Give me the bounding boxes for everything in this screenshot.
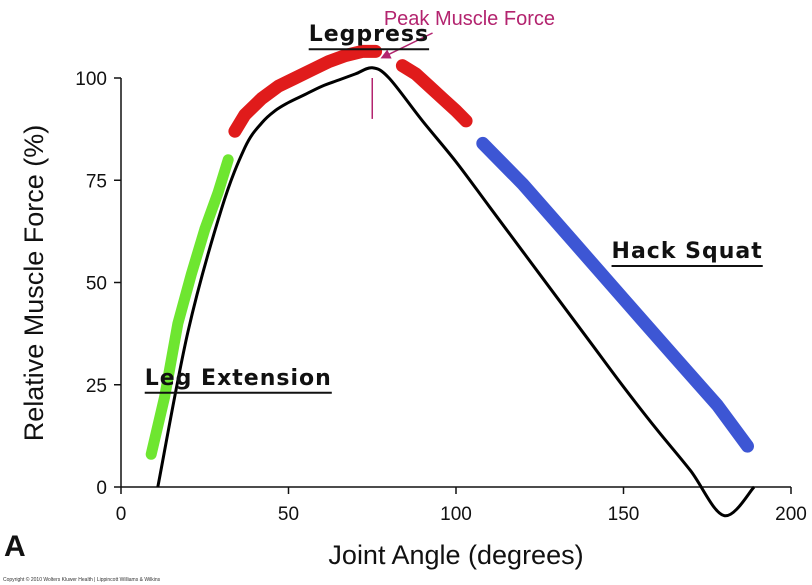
peak-arrow xyxy=(380,32,433,59)
peak-muscle-force-label: Peak Muscle Force xyxy=(384,8,555,30)
legpress-label: Legpress xyxy=(309,22,429,47)
y-tick-label: 100 xyxy=(75,69,107,90)
x-tick-label: 0 xyxy=(116,504,127,525)
y-axis-title: Relative Muscle Force (%) xyxy=(19,125,49,442)
y-tick-label: 0 xyxy=(96,478,107,499)
x-tick-label: 150 xyxy=(608,504,640,525)
leg-extension-band xyxy=(145,154,234,460)
legpress-band-ascending xyxy=(228,44,383,138)
y-tick-label: 25 xyxy=(86,376,107,397)
x-ticks: 0 50 100 150 200 xyxy=(116,487,807,525)
y-tick-label: 75 xyxy=(86,171,107,192)
panel-letter: A xyxy=(4,530,26,563)
copyright-notice: Copyright © 2010 Wolters Kluwer Health |… xyxy=(3,576,161,583)
force-curve-line xyxy=(156,66,756,518)
x-axis-title: Joint Angle (degrees) xyxy=(328,540,583,570)
hack-squat-label: Hack Squat xyxy=(612,239,763,264)
y-ticks: 0 25 50 75 100 xyxy=(75,69,121,499)
hack-squat-band xyxy=(476,136,754,453)
leg-extension-label: Leg Extension xyxy=(145,366,332,391)
legpress-band-descending xyxy=(395,59,473,128)
x-tick-label: 200 xyxy=(775,504,807,525)
y-tick-label: 50 xyxy=(86,274,107,295)
x-tick-label: 50 xyxy=(278,504,299,525)
x-tick-label: 100 xyxy=(440,504,472,525)
